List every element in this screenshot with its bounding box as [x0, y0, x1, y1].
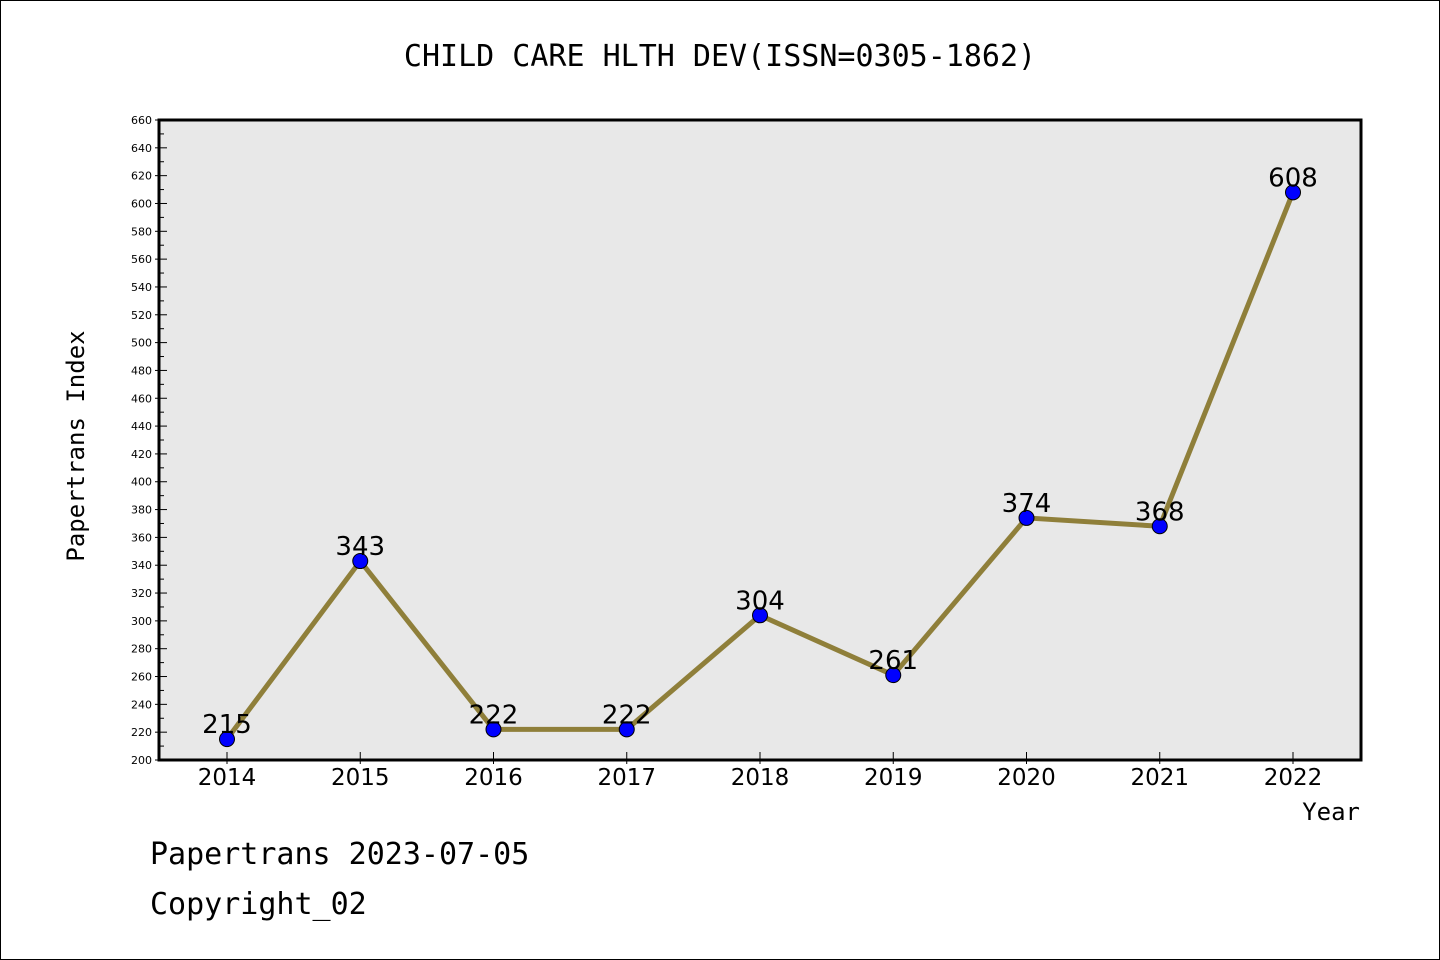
y-tick-label: 420: [131, 448, 152, 461]
y-tick-label: 340: [131, 559, 152, 572]
data-point: [352, 553, 369, 570]
y-tick-label: 460: [131, 392, 152, 405]
y-tick-label: 440: [131, 420, 152, 433]
y-tick-label: 380: [131, 504, 152, 517]
y-tick-label: 260: [131, 671, 152, 684]
data-point: [618, 721, 635, 738]
data-label: 368: [1135, 497, 1185, 527]
data-label: 608: [1268, 163, 1318, 193]
data-point: [1285, 184, 1301, 201]
data-point: [752, 607, 768, 624]
data-label: 304: [735, 586, 785, 616]
x-tick-label: 2022: [1264, 765, 1323, 791]
x-tick-label: 2018: [731, 765, 790, 791]
x-tick-label: 2014: [198, 765, 257, 791]
data-markers: [219, 184, 1301, 748]
data-label: 222: [602, 700, 652, 730]
y-tick-label: 580: [131, 225, 152, 238]
y-tick-label: 200: [131, 754, 152, 767]
y-tick-label: 320: [131, 587, 152, 600]
data-label: 215: [202, 710, 252, 740]
y-tick-label: 240: [131, 698, 152, 711]
y-tick-label: 540: [131, 281, 152, 294]
y-tick-label: 620: [131, 170, 152, 183]
y-tick-label: 400: [131, 476, 152, 489]
data-point: [885, 667, 902, 684]
y-axis: 200 220 240 260 280 300 320 340 360 380 400 420 440 4…: [131, 114, 167, 767]
data-point: [219, 731, 235, 748]
x-tick-label: 2015: [331, 765, 390, 791]
data-point: [485, 721, 502, 738]
y-tick-label: 480: [131, 364, 152, 377]
footer-copyright: Copyright_02: [150, 887, 367, 922]
y-tick-label: 500: [131, 337, 152, 350]
y-tick-label: 640: [131, 142, 152, 155]
data-point: [1151, 518, 1168, 535]
x-axis-label: Year: [1302, 798, 1360, 826]
x-tick-label: 2016: [464, 765, 523, 791]
y-tick-label: 520: [131, 309, 152, 322]
data-point: [1018, 509, 1035, 526]
plot-area: [157, 118, 1363, 762]
data-label: 261: [868, 646, 918, 676]
chart-title: CHILD CARE HLTH DEV(ISSN=0305-1862): [404, 39, 1036, 74]
y-tick-label: 660: [131, 114, 152, 127]
x-axis: 2014 2015 2016 2017 2018 2019 2020 2021 2022: [198, 752, 1323, 791]
data-label: 343: [335, 532, 385, 562]
data-labels: 215 343 222 222 304 261 374 368 608: [202, 163, 1318, 740]
x-tick-label: 2021: [1130, 765, 1189, 791]
y-tick-label: 560: [131, 253, 152, 266]
data-label: 222: [469, 700, 519, 730]
y-tick-label: 600: [131, 197, 152, 210]
y-tick-label: 300: [131, 615, 152, 628]
footer-date: Papertrans 2023-07-05: [150, 837, 529, 872]
x-tick-label: 2017: [597, 765, 656, 791]
y-tick-label: 220: [131, 726, 152, 739]
y-axis-label: Papertrans Index: [62, 330, 90, 561]
y-tick-label: 360: [131, 531, 152, 544]
data-label: 374: [1002, 489, 1052, 519]
x-tick-label: 2019: [864, 765, 923, 791]
x-tick-label: 2020: [997, 765, 1056, 791]
y-tick-label: 280: [131, 643, 152, 656]
